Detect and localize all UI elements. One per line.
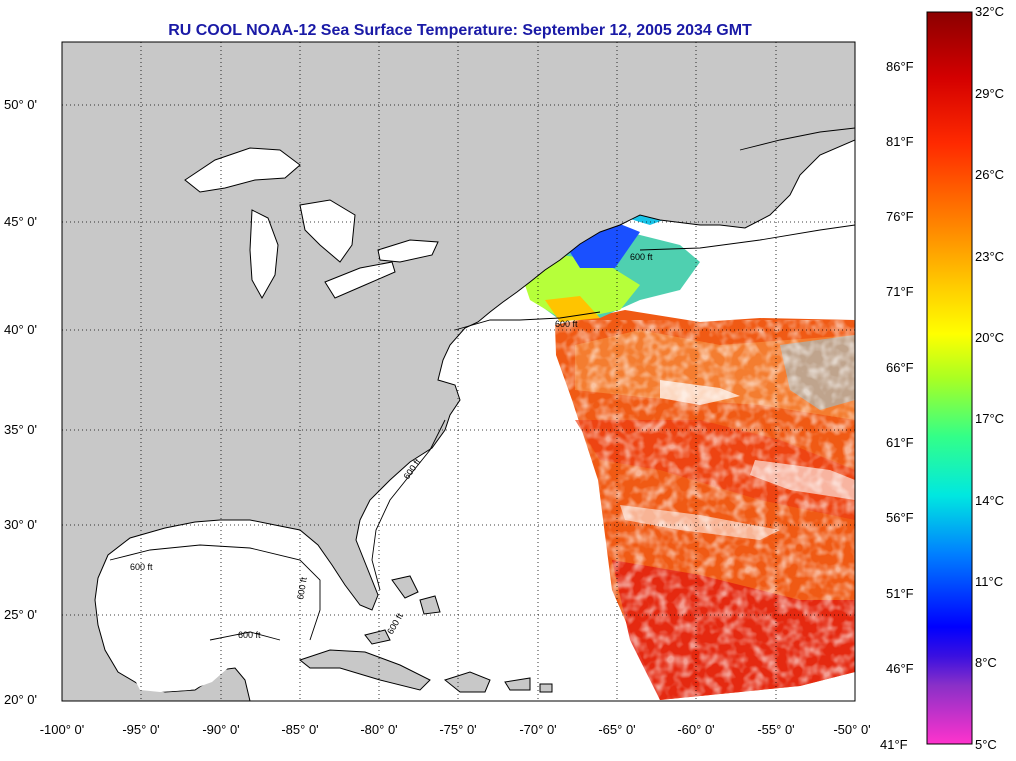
cloud-speckle [555, 320, 855, 700]
graticule [62, 42, 855, 701]
lon-tick-label: -95° 0' [122, 722, 160, 737]
isobath-label: 600 ft [295, 576, 309, 600]
lon-tick-label: -100° 0' [39, 722, 85, 737]
celsius-label: 23°C [975, 249, 1005, 264]
celsius-label: 5°C [975, 737, 997, 752]
celsius-label: 14°C [975, 493, 1005, 508]
fahrenheit-label: 71°F [886, 284, 914, 299]
isobath-label: 600 ft [130, 562, 153, 572]
lon-tick-label: -55° 0' [757, 722, 795, 737]
fahrenheit-label: 56°F [886, 510, 914, 525]
fahrenheit-label: 46°F [886, 661, 914, 676]
temperature-colorbar [926, 11, 973, 745]
isobath-label: 600 ft [555, 319, 578, 329]
fahrenheit-label: 51°F [886, 586, 914, 601]
fahrenheit-label: 61°F [886, 435, 914, 450]
lat-tick-label: 30° 0' [4, 517, 37, 532]
lat-tick-label: 20° 0' [4, 692, 37, 707]
great-lakes [184, 147, 439, 300]
lon-tick-label: -65° 0' [598, 722, 636, 737]
lat-tick-label: 25° 0' [4, 607, 37, 622]
fahrenheit-label: 76°F [886, 209, 914, 224]
celsius-label: 32°C [975, 4, 1005, 19]
lon-tick-label: -90° 0' [202, 722, 240, 737]
lon-tick-label: -80° 0' [360, 722, 398, 737]
celsius-label: 17°C [975, 411, 1005, 426]
fahrenheit-label: 66°F [886, 360, 914, 375]
lon-tick-label: -70° 0' [519, 722, 557, 737]
lat-tick-label: 45° 0' [4, 214, 37, 229]
fahrenheit-label: 41°F [880, 737, 908, 752]
isobath-label: 600 ft [630, 252, 653, 262]
map-title: RU COOL NOAA-12 Sea Surface Temperature:… [168, 22, 752, 39]
map-frame [61, 41, 856, 702]
caribbean-islands [298, 575, 553, 693]
lon-tick-label: -75° 0' [439, 722, 477, 737]
lat-tick-label: 40° 0' [4, 322, 37, 337]
celsius-label: 29°C [975, 86, 1005, 101]
isobath-lines [109, 127, 855, 641]
celsius-label: 26°C [975, 167, 1005, 182]
fahrenheit-label: 86°F [886, 59, 914, 74]
land-layer [62, 42, 855, 701]
lat-tick-label: 50° 0' [4, 97, 37, 112]
celsius-label: 20°C [975, 330, 1005, 345]
fahrenheit-label: 81°F [886, 134, 914, 149]
lat-tick-label: 35° 0' [4, 422, 37, 437]
lon-tick-label: -85° 0' [281, 722, 319, 737]
lon-tick-label: -60° 0' [677, 722, 715, 737]
lon-tick-label: -50° 0' [833, 722, 871, 737]
celsius-label: 8°C [975, 655, 997, 670]
isobath-label: 600 ft [238, 630, 261, 640]
celsius-label: 11°C [975, 574, 1004, 589]
